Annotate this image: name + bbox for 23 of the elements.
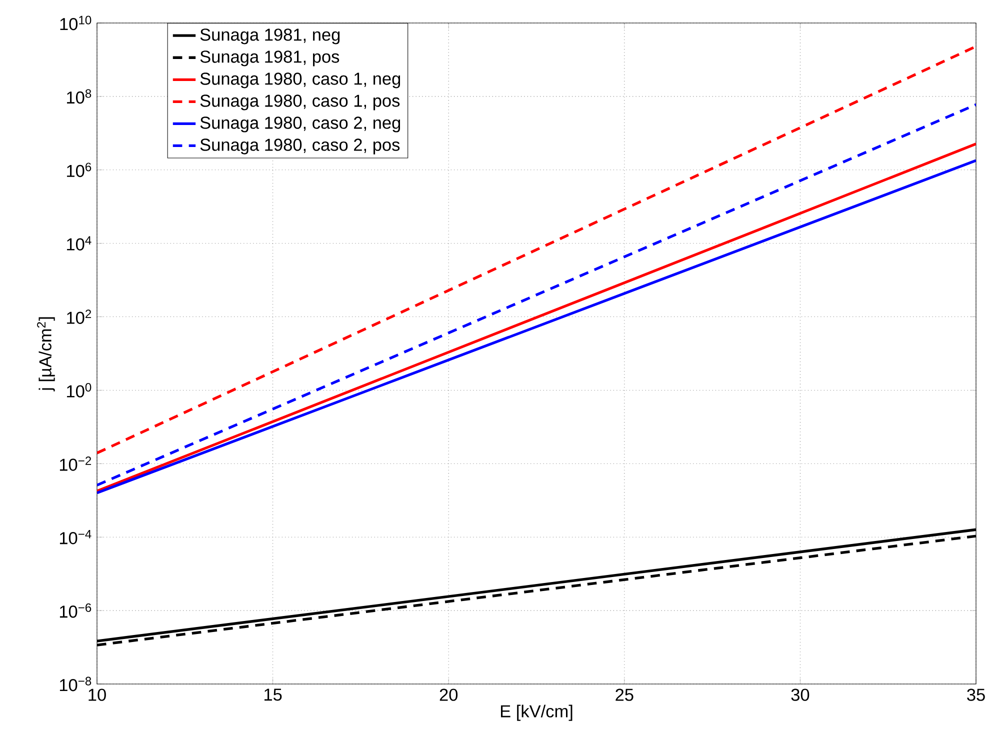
legend-label: Sunaga 1981, pos [200,50,340,66]
x-tick-label: 35 [967,688,985,701]
legend-label: Sunaga 1980, caso 2, neg [200,116,400,132]
y-tick-label: 10$^{−2}$ [60,456,92,471]
legend-label: Sunaga 1980, caso 1, neg [200,72,400,88]
y-tick-label: 10$^{4}$ [67,236,92,250]
x-tick-label: 20 [440,688,458,701]
y-tick-label: 10$^{2}$ [67,310,92,324]
y-tick-label: 10$^{6}$ [67,162,92,178]
x-tick-label: 15 [264,688,282,701]
y-tick-label: 10$^{8}$ [67,89,92,104]
legend-label: Sunaga 1980, caso 2, pos [200,138,400,154]
x-tick-label: 30 [791,688,810,701]
x-tick-label: 25 [616,688,634,701]
legend-label: Sunaga 1980, caso 1, pos [200,94,400,110]
x-tick-label: 10 [88,688,106,701]
y-tick-label: 10$^{−4}$ [60,530,92,544]
y-axis-title: j [µA/cm$^{2}$] [37,317,55,392]
legend-label: Sunaga 1981, neg [200,28,340,44]
y-tick-label: 10$^{10}$ [60,16,92,30]
y-tick-label: 10$^{−6}$ [60,603,92,618]
x-axis-title: E [kV/cm] [500,704,572,721]
y-tick-label: 10$^{0}$ [67,383,92,398]
